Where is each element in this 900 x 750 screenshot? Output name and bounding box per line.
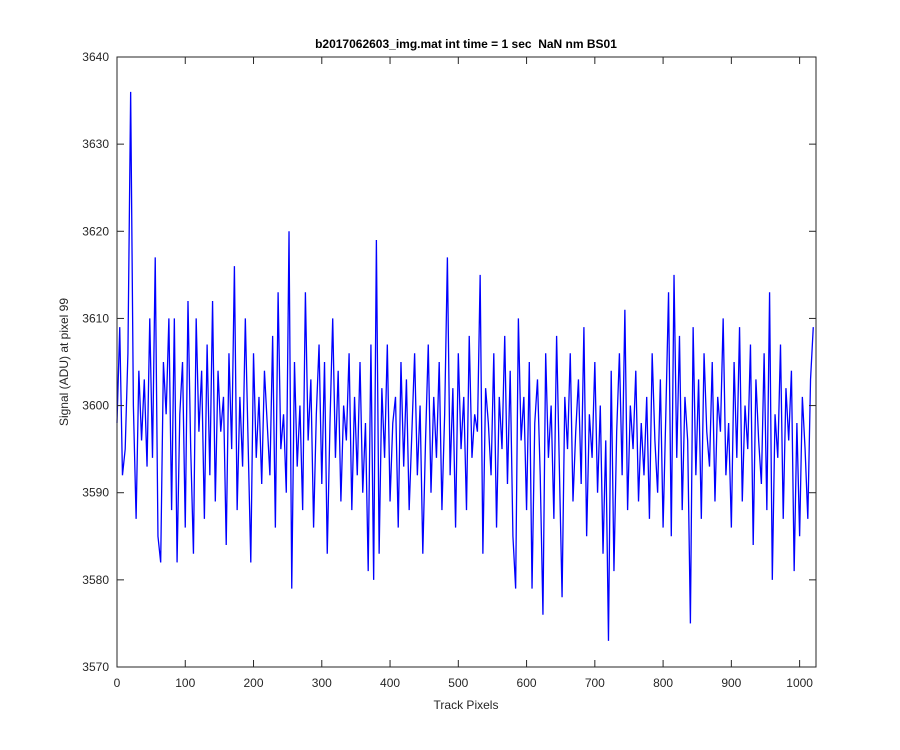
axes-box (116, 56, 817, 668)
x-tick-label: 700 (585, 676, 605, 690)
y-tick-label: 3630 (82, 137, 109, 151)
data-line (116, 91, 814, 641)
x-tick-label: 900 (721, 676, 741, 690)
y-tick-label: 3570 (82, 660, 109, 674)
y-axis-label: Signal (ADU) at pixel 99 (57, 298, 71, 426)
y-tick-label: 3580 (82, 573, 109, 587)
x-tick-label: 200 (244, 676, 264, 690)
y-tick-label: 3590 (82, 486, 109, 500)
x-tick-label: 500 (448, 676, 468, 690)
y-tick-label: 3600 (82, 399, 109, 413)
y-tick-label: 3620 (82, 224, 109, 238)
x-tick-label: 1000 (786, 676, 813, 690)
y-tick-label: 3610 (82, 311, 109, 325)
x-tick-label: 0 (114, 676, 121, 690)
x-axis-label: Track Pixels (434, 698, 499, 712)
y-tick-label: 3640 (82, 50, 109, 64)
chart-title: b2017062603_img.mat int time = 1 sec NaN… (315, 37, 617, 51)
x-tick-label: 400 (380, 676, 400, 690)
x-tick-label: 800 (653, 676, 673, 690)
x-tick-label: 600 (517, 676, 537, 690)
plot-area (117, 57, 816, 667)
x-tick-label: 100 (175, 676, 195, 690)
x-tick-label: 300 (312, 676, 332, 690)
